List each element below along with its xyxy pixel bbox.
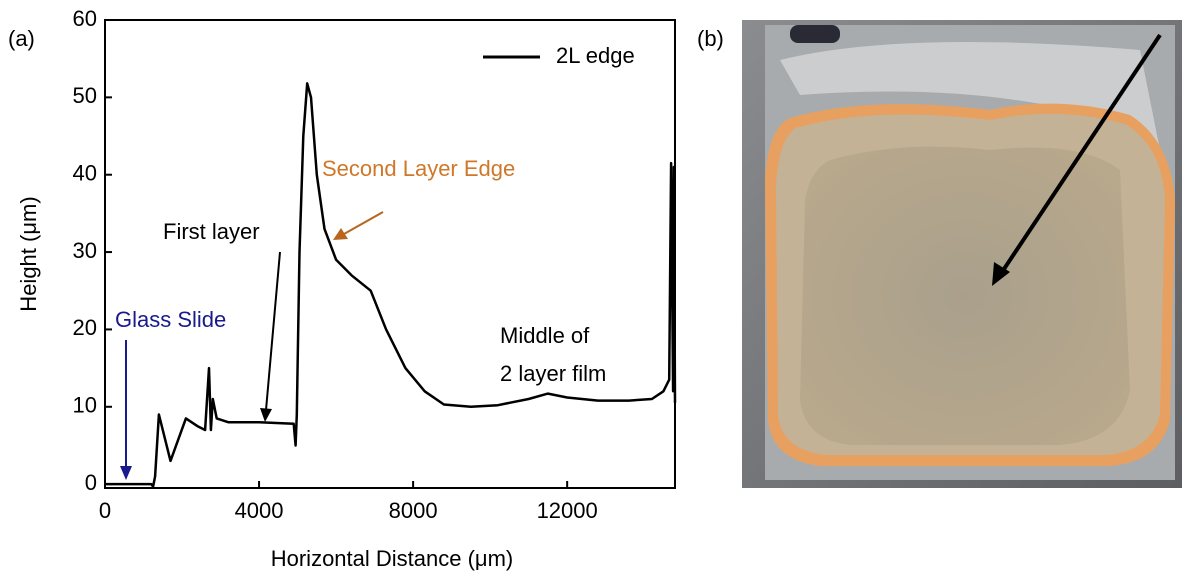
y-tick-label: 10 (73, 393, 97, 418)
annotation-arrowhead (260, 408, 272, 422)
y-axis-label: Height (μm) (16, 196, 41, 311)
panel-label: (a) (8, 26, 35, 51)
x-tick-label: 0 (99, 498, 111, 523)
y-tick-label: 50 (73, 83, 97, 108)
second-layer (800, 147, 1130, 445)
y-tick-label: 30 (73, 238, 97, 263)
x-axis-label: Horizontal Distance (μm) (271, 546, 514, 571)
photo (742, 20, 1182, 488)
annotation-arrowhead (120, 466, 132, 480)
y-tick-label: 40 (73, 161, 97, 186)
x-tick-label: 12000 (537, 498, 598, 523)
plot-frame (105, 20, 675, 488)
figure: (b) (a) Horizontal Distance (μm) Height … (0, 0, 1183, 577)
annotation: Middle of (500, 323, 590, 348)
annotation: Glass Slide (115, 307, 226, 332)
x-tick-label: 4000 (235, 498, 284, 523)
x-tick-label: 8000 (389, 498, 438, 523)
tape (790, 25, 840, 43)
y-tick-label: 60 (73, 6, 97, 31)
annotation: First layer (163, 219, 260, 244)
annotation: Second Layer Edge (322, 156, 515, 181)
image-label: (b) (697, 26, 724, 51)
annotation: 2 layer film (500, 361, 606, 386)
annotation-arrow (344, 212, 383, 234)
plot: 0 10 20 30 40 50 60 0 4000 8000 12000 2L edge (73, 6, 675, 523)
y-tick-label: 0 (85, 470, 97, 495)
y-tick-label: 20 (73, 315, 97, 340)
data-line (105, 83, 675, 486)
annotation-arrow (266, 252, 280, 410)
legend-label: 2L edge (556, 43, 635, 68)
